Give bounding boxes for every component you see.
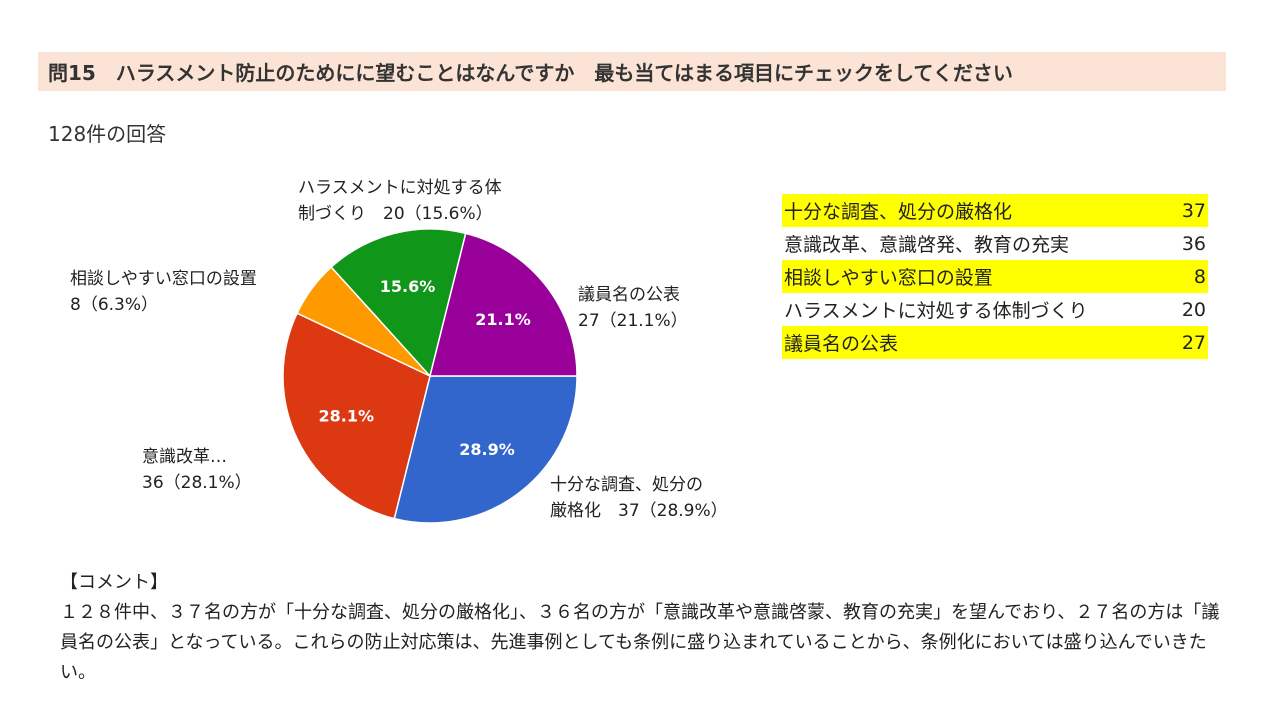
pie-slice-1 xyxy=(282,312,431,520)
slice-percent-label-4: 21.1% xyxy=(475,310,531,329)
callout-slice-1: 意識改革… 36（28.1%） xyxy=(142,444,252,496)
row-label: ハラスメントに対処する体制づくり xyxy=(784,300,1088,322)
comment-body: １２８件中、３７名の方が「十分な調査、処分の厳格化」、３６名の方が「意識改革や意… xyxy=(60,602,1220,683)
table-row: ハラスメントに対処する体制づくり 20 xyxy=(782,293,1208,326)
comment-heading: 【コメント】 xyxy=(60,572,168,593)
callout-slice-2: 相談しやすい窓口の設置 8（6.3%） xyxy=(70,266,257,318)
row-label: 相談しやすい窓口の設置 xyxy=(782,260,1124,293)
comment-section: 【コメント】 １２８件中、３７名の方が「十分な調査、処分の厳格化」、３６名の方が… xyxy=(60,568,1220,688)
summary-table: 十分な調査、処分の厳格化 37 意識改革、意識啓発、教育の充実 36 相談しやす… xyxy=(782,194,1208,359)
callout-line: 制づくり 20（15.6%） xyxy=(298,204,493,224)
row-value: 27 xyxy=(1124,326,1208,359)
table-row: 議員名の公表 27 xyxy=(782,326,1208,359)
table-row: 相談しやすい窓口の設置 8 xyxy=(782,260,1208,293)
pie-slice-0 xyxy=(393,375,578,524)
row-label: 十分な調査、処分の厳格化 xyxy=(782,194,1124,227)
callout-slice-4: 議員名の公表 27（21.1%） xyxy=(578,282,688,334)
slice-percent-label-3: 15.6% xyxy=(380,277,436,296)
table-row: 意識改革、意識啓発、教育の充実 36 xyxy=(782,227,1208,260)
callout-line: ハラスメントに対処する体 xyxy=(298,178,502,198)
row-label: 意識改革、意識啓発、教育の充実 xyxy=(784,234,1070,256)
callout-line: 27（21.1%） xyxy=(578,311,688,331)
callout-line: 議員名の公表 xyxy=(578,285,680,305)
row-value: 8 xyxy=(1124,260,1208,293)
row-value: 20 xyxy=(1181,298,1206,321)
callout-line: 36（28.1%） xyxy=(142,473,252,493)
question-title: 問15 ハラスメント防止のためにに望むことはなんですか 最も当てはまる項目にチェ… xyxy=(38,52,1226,91)
callout-line: 8（6.3%） xyxy=(70,295,159,315)
callout-line: 厳格化 37（28.9%） xyxy=(550,501,728,521)
callout-slice-3: ハラスメントに対処する体 制づくり 20（15.6%） xyxy=(298,175,502,227)
callout-slice-0: 十分な調査、処分の 厳格化 37（28.9%） xyxy=(550,472,728,524)
callout-line: 十分な調査、処分の xyxy=(550,475,703,495)
slice-percent-label-1: 28.1% xyxy=(319,407,375,426)
row-value: 37 xyxy=(1124,194,1208,227)
pie-slice-4 xyxy=(429,232,578,377)
callout-line: 意識改革… xyxy=(142,447,227,467)
table-row: 十分な調査、処分の厳格化 37 xyxy=(782,194,1208,227)
response-count: 128件の回答 xyxy=(48,122,167,146)
slice-percent-label-0: 28.9% xyxy=(459,440,515,459)
row-value: 36 xyxy=(1181,232,1206,255)
callout-line: 相談しやすい窓口の設置 xyxy=(70,269,257,289)
row-label: 議員名の公表 xyxy=(782,326,1124,359)
pie-slice-3 xyxy=(330,228,467,378)
